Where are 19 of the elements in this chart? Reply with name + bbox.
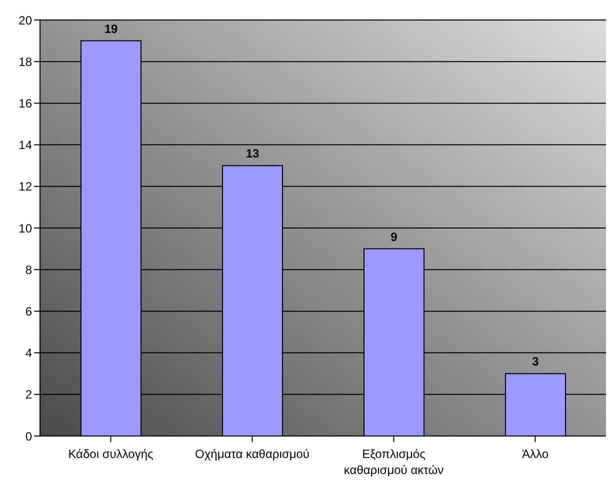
y-tick-label: 6 <box>25 304 32 318</box>
y-tick-label: 4 <box>25 346 32 360</box>
y-tick-label: 10 <box>18 221 32 236</box>
y-tick-label: 0 <box>25 429 32 444</box>
data-label: 3 <box>532 354 540 369</box>
x-tick-label: Εξοπλισμός καθαρισμού ακτών <box>344 447 444 477</box>
y-tick-label: 20 <box>18 13 32 28</box>
y-tick-label: 14 <box>18 138 32 152</box>
y-tick-label: 8 <box>25 262 32 277</box>
x-tick-label: Οχήματα καθαρισμού <box>195 447 310 461</box>
x-tick-label: Κάδοι συλλογής <box>68 447 154 461</box>
data-label: 9 <box>390 230 398 244</box>
y-tick-label: 18 <box>18 54 32 69</box>
y-tick-label: 16 <box>18 96 32 110</box>
data-label: 19 <box>104 22 118 36</box>
x-tick-label: Άλλο <box>522 447 549 461</box>
data-label: 13 <box>246 146 260 161</box>
y-tick-label: 12 <box>18 180 32 194</box>
y-tick-label: 2 <box>25 388 32 402</box>
